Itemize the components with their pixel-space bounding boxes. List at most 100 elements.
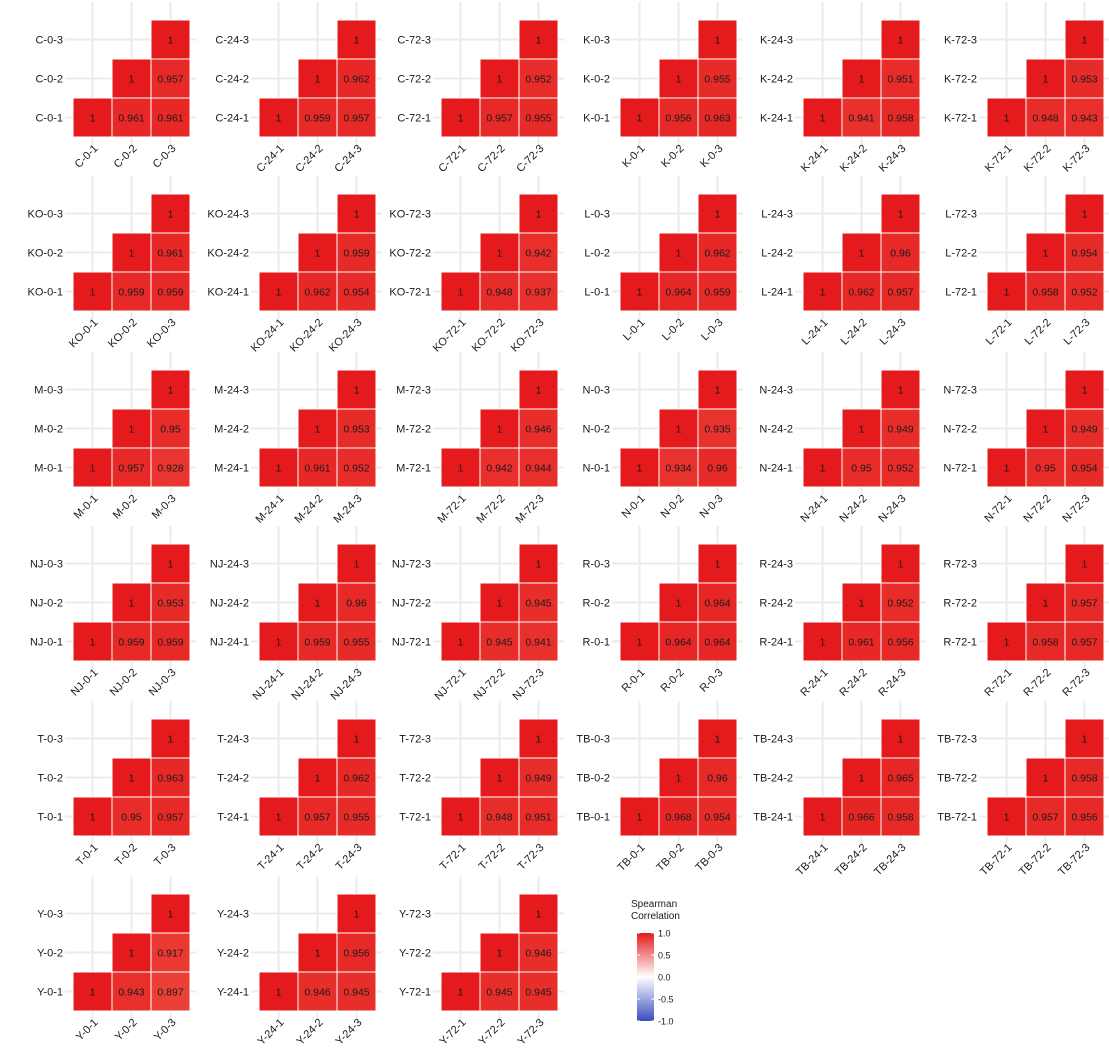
y-tick-label: T-24-3 [217, 734, 249, 746]
cell-value-label: 0.943 [1071, 113, 1097, 125]
heatmap-cell [479, 58, 520, 99]
heatmap-cell [258, 971, 299, 1012]
heatmap-cell [150, 369, 191, 410]
cell-value-label: 0.957 [157, 74, 183, 86]
x-tick-label: NJ-0-3 [147, 667, 179, 699]
x-tick-label: Y-24-3 [333, 1017, 364, 1048]
cell-value-label: 1 [168, 35, 174, 47]
x-tick-label: Y-72-3 [515, 1017, 546, 1048]
x-tick-label: TB-0-1 [615, 842, 647, 874]
heatmap-cell [697, 193, 738, 234]
heatmap-cell [697, 796, 738, 837]
heatmap-cell [518, 971, 559, 1012]
cell-value-label: 0.949 [1071, 424, 1097, 436]
cell-value-label: 0.954 [1071, 463, 1097, 475]
cell-value-label: 1 [1043, 424, 1049, 436]
x-tick-label: TB-72-1 [978, 842, 1015, 879]
x-tick-label: K-72-2 [1022, 143, 1054, 175]
x-tick-label: TB-72-3 [1056, 842, 1093, 879]
cell-value-label: 1 [354, 909, 360, 921]
heatmap-cell [111, 232, 152, 273]
x-tick-label: NJ-0-1 [69, 667, 101, 699]
y-tick-label: M-0-3 [34, 385, 63, 397]
x-tick-label: M-24-2 [292, 493, 325, 526]
heatmap-cell [880, 369, 921, 410]
heatmap-panel: 1 0.9510.9540.9491N-72-1N-72-2N-72-3N-72-… [943, 352, 1109, 525]
heatmap-cell [336, 447, 377, 488]
y-tick-label: K-0-1 [583, 113, 610, 125]
x-tick-label: C-72-2 [475, 143, 507, 175]
heatmap-cell [841, 621, 882, 662]
y-tick-label: R-24-2 [759, 598, 793, 610]
cell-value-label: 1 [276, 113, 282, 125]
heatmap-cell [336, 543, 377, 584]
heatmap-cell [880, 19, 921, 60]
x-tick-label: TB-72-2 [1017, 842, 1054, 879]
y-tick-label: T-0-3 [37, 734, 63, 746]
cell-value-label: 0.965 [887, 773, 913, 785]
cell-value-label: 0.935 [704, 424, 730, 436]
cell-value-label: 0.958 [1032, 287, 1058, 299]
x-tick-label: N-72-2 [1021, 493, 1053, 525]
cell-value-label: 0.962 [304, 287, 330, 299]
y-tick-label: T-0-2 [37, 773, 63, 785]
heatmap-cell [880, 408, 921, 449]
heatmap-cell [986, 621, 1027, 662]
cell-value-label: 1 [497, 598, 503, 610]
y-tick-label: C-24-1 [215, 113, 249, 125]
cell-value-label: 1 [637, 287, 643, 299]
y-tick-label: M-72-2 [396, 424, 431, 436]
heatmap-cell [150, 621, 191, 662]
x-tick-label: KO-24-2 [288, 317, 326, 355]
heatmap-panel: 1 0.956 1 0.963 0.955 1 K-0-1 K-0-2 K-0-3 K-0-1 K-… [583, 2, 743, 170]
heatmap-cell [518, 193, 559, 234]
x-tick-label: L-0-3 [699, 317, 726, 344]
y-tick-label: R-24-3 [759, 559, 793, 571]
cell-value-label: 0.959 [704, 287, 730, 299]
x-tick-label: TB-24-2 [833, 842, 870, 879]
cell-value-label: 1 [637, 113, 643, 125]
y-tick-label: K-0-2 [583, 74, 610, 86]
y-tick-label: R-72-3 [943, 559, 977, 571]
heatmap-cell [658, 232, 699, 273]
cell-value-label: 0.96 [890, 248, 911, 260]
cell-value-label: 0.96 [346, 598, 367, 610]
heatmap-cell [658, 796, 699, 837]
heatmap-cell [658, 757, 699, 798]
cell-value-label: 0.95 [851, 463, 872, 475]
cell-value-label: 1 [1082, 559, 1088, 571]
heatmap-cell [297, 757, 338, 798]
cell-value-label: 0.958 [887, 812, 913, 824]
x-tick-label: R-24-3 [876, 667, 908, 699]
x-tick-label: KO-24-3 [327, 317, 365, 355]
heatmap-cell [518, 757, 559, 798]
y-tick-label: C-72-3 [397, 35, 431, 47]
heatmap-cell [880, 543, 921, 584]
cell-value-label: 0.952 [1071, 287, 1097, 299]
cell-value-label: 0.951 [525, 812, 551, 824]
cell-value-label: 0.943 [118, 987, 144, 999]
y-tick-label: TB-0-2 [576, 773, 610, 785]
cell-value-label: 0.964 [665, 287, 691, 299]
cell-value-label: 1 [90, 287, 96, 299]
x-tick-label: N-0-3 [698, 493, 726, 521]
cell-value-label: 0.957 [1032, 812, 1058, 824]
cell-value-label: 1 [676, 248, 682, 260]
cell-value-label: 0.942 [525, 248, 551, 260]
x-tick-label: T-24-1 [256, 842, 287, 873]
x-tick-label: K-24-1 [799, 143, 831, 175]
heatmap-cell [111, 621, 152, 662]
cell-value-label: 0.957 [157, 812, 183, 824]
x-tick-label: M-24-3 [331, 493, 364, 526]
cell-value-label: 1 [536, 909, 542, 921]
heatmap-cell [880, 621, 921, 662]
cell-value-label: 1 [859, 773, 865, 785]
y-tick-label: M-24-1 [214, 463, 249, 475]
y-tick-label: L-24-1 [761, 287, 793, 299]
x-tick-label: M-72-3 [513, 493, 546, 526]
heatmap-cell [841, 408, 882, 449]
y-tick-label: KO-72-1 [389, 287, 431, 299]
cell-value-label: 1 [129, 248, 135, 260]
x-tick-label: K-72-1 [983, 143, 1015, 175]
